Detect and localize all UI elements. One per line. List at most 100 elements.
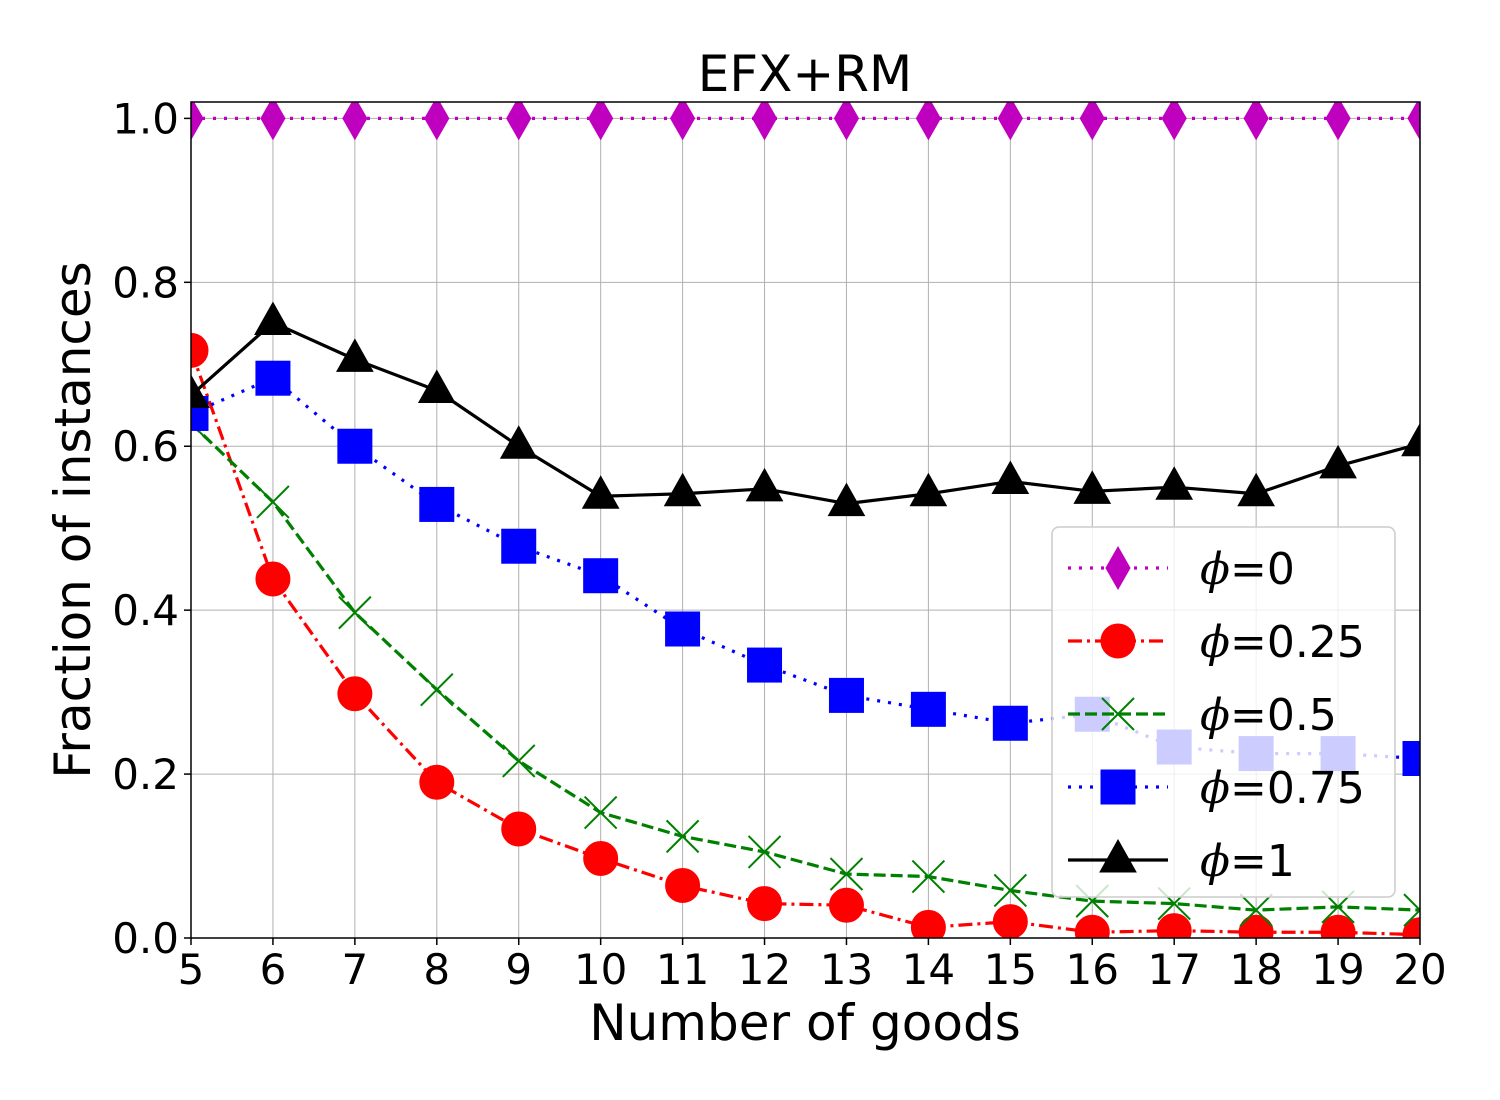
data-point <box>419 764 455 800</box>
data-point <box>1325 102 1351 141</box>
data-point <box>910 909 946 938</box>
data-point <box>337 676 373 712</box>
data-point <box>420 672 454 707</box>
data-point <box>583 840 619 876</box>
data-point <box>665 611 701 647</box>
x-tick-label: 18 <box>1229 945 1282 994</box>
x-axis-ticks: 5 6 7 8 9 10 11 12 13 14 15 16 17 18 19 20 <box>178 938 1447 994</box>
data-point <box>1239 893 1273 927</box>
legend-swatch-marker <box>1100 623 1136 659</box>
data-point <box>915 102 941 141</box>
data-point <box>1407 102 1420 141</box>
series-line <box>191 320 1420 506</box>
data-point <box>992 705 1028 741</box>
x-tick-label: 12 <box>738 945 791 994</box>
x-tick-label: 15 <box>984 945 1037 994</box>
data-point <box>260 102 286 141</box>
data-point <box>1156 913 1192 938</box>
x-tick-label: 16 <box>1066 945 1119 994</box>
data-point <box>336 338 374 372</box>
data-point <box>499 425 538 459</box>
data-point <box>255 360 291 396</box>
x-tick-label: 17 <box>1147 945 1200 994</box>
x-tick-label: 13 <box>820 945 873 994</box>
y-tick-label: 1.0 <box>112 94 179 143</box>
y-axis-title: Fraction of instances <box>44 261 102 778</box>
data-point <box>501 811 537 847</box>
data-point <box>1401 422 1420 457</box>
legend-swatch-marker <box>1101 697 1135 731</box>
series-line <box>191 349 1420 937</box>
data-point <box>1161 102 1187 141</box>
x-axis-title: Number of goods <box>589 994 1021 1052</box>
y-tick-label: 0.8 <box>112 258 179 307</box>
data-point <box>911 859 946 894</box>
data-point <box>338 595 372 630</box>
data-point <box>256 485 290 519</box>
x-tick-label: 6 <box>260 945 287 994</box>
legend-swatch-marker <box>1099 838 1137 873</box>
x-tick-label: 5 <box>178 945 205 994</box>
y-tick-label: 0.4 <box>112 586 179 635</box>
data-point <box>506 102 532 141</box>
y-tick-label: 0.0 <box>112 914 179 963</box>
data-point <box>424 102 450 141</box>
data-point <box>1319 444 1357 479</box>
y-axis-ticks: 0.0 0.2 0.4 0.6 0.8 1.0 <box>112 94 191 963</box>
series-line <box>191 422 1420 912</box>
legend-item: ϕ=0.5 <box>1068 690 1337 741</box>
data-point <box>909 472 948 507</box>
data-point <box>828 887 864 923</box>
series-0 <box>191 102 1420 141</box>
data-point <box>1073 470 1112 504</box>
legend-item: ϕ=0.75 <box>1068 763 1365 814</box>
data-point <box>747 647 783 683</box>
x-tick-label: 14 <box>902 945 955 994</box>
data-point <box>1238 914 1274 938</box>
data-point <box>191 374 210 408</box>
data-point <box>992 904 1028 938</box>
legend-label: ϕ=0.25 <box>1200 617 1365 668</box>
legend-item: ϕ=1 <box>1068 836 1295 887</box>
data-point <box>751 102 778 141</box>
legend-swatch-marker <box>1100 769 1136 805</box>
data-point <box>1320 914 1356 938</box>
data-point <box>829 857 864 891</box>
data-point <box>254 301 292 335</box>
x-tick-label: 10 <box>574 945 627 994</box>
x-tick-label: 7 <box>341 945 368 994</box>
data-point <box>1155 466 1194 500</box>
data-point <box>1079 102 1105 141</box>
data-point <box>828 677 864 713</box>
chart-title: EFX+RM <box>698 45 912 103</box>
legend-box <box>1051 526 1396 898</box>
data-point <box>997 102 1023 141</box>
data-point <box>419 486 455 522</box>
data-point <box>670 102 696 141</box>
data-point <box>827 482 866 517</box>
legend-item: ϕ=0 <box>1068 544 1295 595</box>
legend: ϕ=0 ϕ=0.25 ϕ=0.5 ϕ=0.75 ϕ=1 <box>1051 526 1396 898</box>
legend-label: ϕ=0.75 <box>1200 763 1365 814</box>
data-point <box>1237 472 1275 507</box>
data-point <box>583 795 618 830</box>
data-point <box>337 428 373 464</box>
legend-label: ϕ=0.5 <box>1200 690 1337 741</box>
x-tick-label: 9 <box>505 945 532 994</box>
data-point <box>502 744 536 778</box>
data-point <box>191 332 209 368</box>
data-point <box>191 102 204 141</box>
data-point <box>747 886 783 922</box>
data-point <box>1402 917 1420 938</box>
data-point <box>745 467 784 502</box>
data-point <box>991 460 1030 494</box>
y-tick-label: 0.6 <box>112 422 179 471</box>
series-line <box>191 376 1420 761</box>
data-point <box>417 369 456 404</box>
data-point <box>1402 741 1420 777</box>
data-point <box>1403 893 1420 927</box>
data-point <box>747 835 782 869</box>
x-tick-label: 8 <box>423 945 450 994</box>
data-point <box>581 475 620 509</box>
